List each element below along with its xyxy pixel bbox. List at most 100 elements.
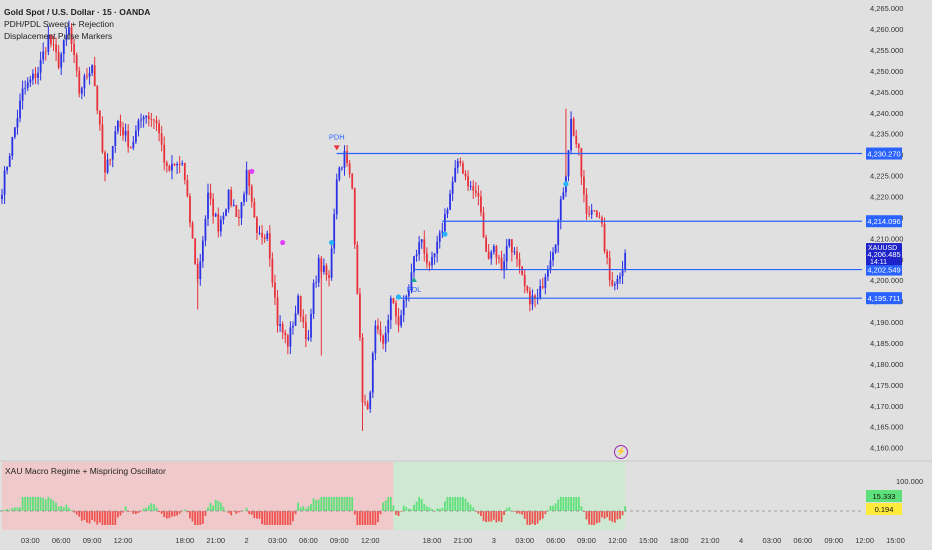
candle-body bbox=[281, 324, 284, 333]
candle-body bbox=[271, 258, 274, 283]
candle-body bbox=[474, 190, 477, 193]
candle-body bbox=[606, 251, 609, 258]
histogram-bar bbox=[47, 497, 50, 511]
pulse-marker bbox=[395, 294, 402, 300]
histogram-bar bbox=[114, 511, 117, 525]
candle-body bbox=[65, 34, 68, 41]
histogram-bar bbox=[490, 511, 493, 522]
histogram-bar bbox=[222, 506, 225, 511]
candle-body bbox=[73, 43, 75, 55]
candle-body bbox=[286, 335, 289, 347]
candle-body bbox=[140, 119, 142, 121]
candle-body bbox=[238, 216, 240, 219]
candle-body bbox=[227, 189, 230, 210]
level-price-tag: 4,230.270 bbox=[867, 150, 900, 159]
histogram-bar bbox=[335, 497, 338, 511]
candle-body bbox=[124, 130, 127, 136]
lightning-icon[interactable]: ⚡ bbox=[614, 445, 628, 459]
histogram-bar bbox=[611, 511, 614, 522]
histogram-bar bbox=[379, 511, 382, 515]
histogram-bar bbox=[444, 501, 446, 511]
histogram-bar bbox=[201, 511, 204, 524]
candle-body bbox=[189, 196, 191, 224]
candle-body bbox=[580, 148, 583, 177]
time-tick-label: 18:00 bbox=[670, 536, 689, 545]
candle-body bbox=[572, 118, 575, 136]
histogram-bar bbox=[137, 511, 140, 513]
candle-body bbox=[621, 269, 624, 277]
histogram-bar bbox=[528, 511, 531, 525]
histogram-bar bbox=[183, 509, 186, 511]
candle-body bbox=[557, 220, 560, 245]
candle-body bbox=[129, 147, 132, 149]
oscillator-value-yellow-bg bbox=[866, 503, 902, 515]
histogram-bar bbox=[595, 511, 598, 524]
time-tick-label: 03:00 bbox=[268, 536, 287, 545]
time-tick-label: 06:00 bbox=[793, 536, 812, 545]
oscillator-title[interactable]: XAU Macro Regime + Mispricing Oscillator bbox=[5, 466, 166, 476]
histogram-bar bbox=[616, 511, 619, 520]
histogram-bar bbox=[189, 511, 191, 519]
histogram-bar bbox=[98, 511, 101, 523]
histogram-bar bbox=[147, 505, 150, 511]
candles bbox=[1, 20, 627, 431]
histogram-bar bbox=[171, 511, 173, 517]
indicator-displacement[interactable]: Displacement Pulse Markers bbox=[4, 31, 113, 41]
histogram-bar bbox=[526, 511, 529, 525]
candle-body bbox=[438, 232, 441, 242]
time-tick-label: 21:00 bbox=[701, 536, 720, 545]
histogram-bar bbox=[116, 511, 119, 518]
candle-body bbox=[513, 251, 516, 253]
candle-body bbox=[431, 256, 433, 266]
histogram-bar bbox=[29, 497, 32, 511]
candle-body bbox=[482, 212, 485, 238]
price-tick-label: 4,180.000 bbox=[870, 360, 903, 369]
time-tick-label: 09:00 bbox=[577, 536, 596, 545]
histogram-bar bbox=[436, 508, 439, 511]
candle-body bbox=[186, 180, 189, 197]
candle-body bbox=[207, 192, 209, 219]
candle-body bbox=[495, 246, 498, 258]
time-tick-label: 09:00 bbox=[330, 536, 349, 545]
candle-body bbox=[467, 176, 469, 187]
histogram-bar bbox=[258, 511, 261, 519]
histogram-bar bbox=[217, 500, 220, 511]
candle-body bbox=[284, 332, 287, 336]
price-tick-label: 4,265.000 bbox=[870, 4, 903, 13]
candle-body bbox=[104, 152, 106, 173]
histogram-bar bbox=[402, 505, 405, 511]
candle-body bbox=[243, 194, 245, 203]
candle-body bbox=[3, 170, 6, 195]
histogram-bar bbox=[536, 511, 539, 524]
candle-body bbox=[531, 295, 534, 305]
histogram-bar bbox=[413, 504, 415, 511]
candle-body bbox=[176, 164, 178, 166]
candle-body bbox=[91, 65, 94, 74]
histogram-bar bbox=[165, 511, 168, 519]
candle-body bbox=[75, 54, 78, 71]
histogram-bar bbox=[96, 511, 99, 525]
histogram-bar bbox=[405, 507, 408, 511]
time-tick-label: 06:00 bbox=[546, 536, 565, 545]
histogram-bar bbox=[19, 507, 21, 511]
candle-body bbox=[593, 210, 596, 211]
candle-body bbox=[266, 233, 269, 239]
histogram-bar bbox=[492, 511, 495, 520]
histogram-bar bbox=[588, 511, 590, 525]
histogram-bar bbox=[407, 508, 410, 511]
candle-body bbox=[310, 313, 312, 338]
histogram-bar bbox=[153, 504, 155, 511]
time-tick-label: 21:00 bbox=[454, 536, 473, 545]
time-tick-label: 03:00 bbox=[763, 536, 782, 545]
histogram-bar bbox=[364, 511, 366, 525]
candle-body bbox=[116, 121, 119, 132]
candle-body bbox=[83, 75, 86, 89]
histogram-bar bbox=[516, 511, 518, 514]
candle-body bbox=[624, 253, 627, 270]
candle-body bbox=[114, 131, 117, 146]
histogram-bar bbox=[322, 497, 325, 511]
level-price-tag: 4,202.549 bbox=[867, 266, 900, 275]
candle-body bbox=[307, 337, 310, 340]
indicator-pdh-pdl[interactable]: PDH/PDL Sweep + Rejection bbox=[4, 19, 115, 29]
